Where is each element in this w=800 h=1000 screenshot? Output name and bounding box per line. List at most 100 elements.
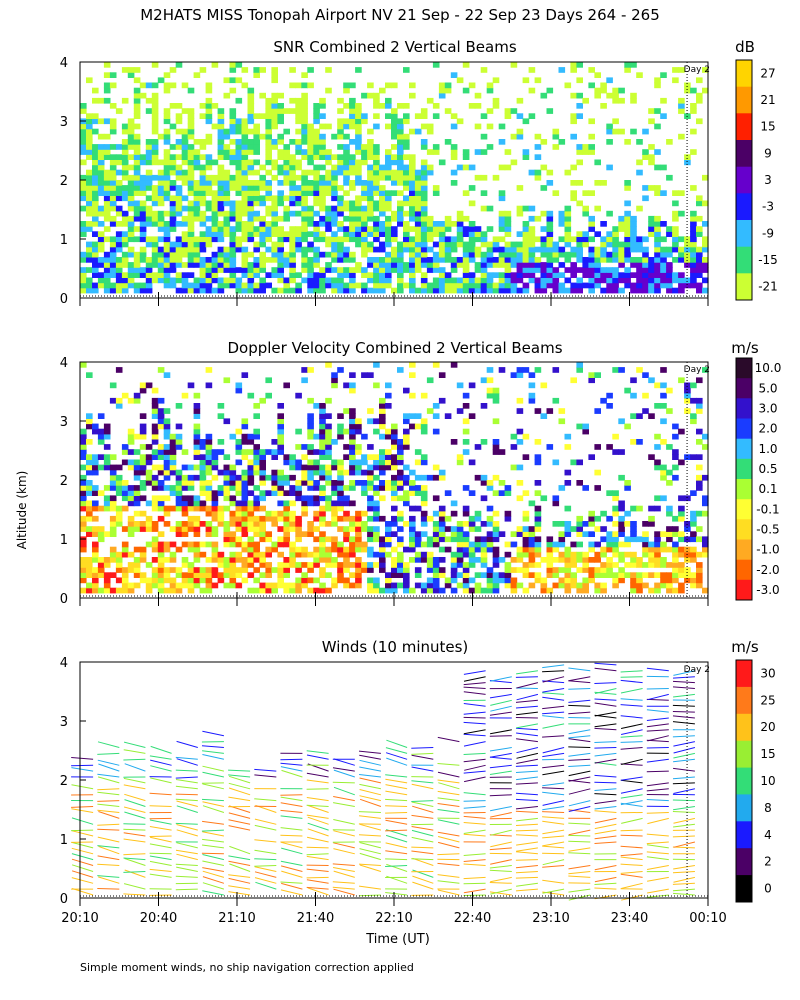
data-cell <box>432 62 440 68</box>
data-cell <box>277 241 284 248</box>
data-cell <box>80 505 87 512</box>
data-cell <box>618 515 625 522</box>
data-cell <box>241 210 249 217</box>
data-cell <box>80 428 87 435</box>
data-cell <box>175 257 183 263</box>
data-cell <box>283 562 290 568</box>
data-cell <box>86 210 93 217</box>
colorbar-segment <box>736 398 752 419</box>
data-cell <box>618 577 625 584</box>
data-cell <box>480 287 488 294</box>
data-cell <box>510 272 518 278</box>
data-cell <box>133 397 141 404</box>
data-cell <box>325 210 332 217</box>
data-cell <box>103 282 111 289</box>
data-cell <box>103 215 111 222</box>
data-cell <box>684 546 691 553</box>
data-cell <box>217 510 225 517</box>
data-cell <box>313 464 320 471</box>
data-cell <box>666 510 673 517</box>
y-tick-label: 1 <box>60 533 68 548</box>
data-cell <box>588 226 595 232</box>
data-cell <box>145 205 153 212</box>
data-cell <box>229 267 237 273</box>
data-cell <box>151 149 159 155</box>
data-cell <box>403 185 410 191</box>
data-cell <box>253 505 260 512</box>
data-cell <box>432 144 440 150</box>
data-cell <box>576 200 583 207</box>
data-cell <box>564 587 572 594</box>
data-cell <box>295 210 302 217</box>
data-cell <box>546 236 554 243</box>
data-cell <box>169 267 177 273</box>
data-cell <box>409 485 416 491</box>
data-cell <box>133 562 141 568</box>
data-cell <box>259 397 266 404</box>
data-cell <box>480 257 488 263</box>
data-cell <box>600 82 607 89</box>
data-cell <box>211 541 219 548</box>
data-cell <box>648 185 655 191</box>
data-cell <box>558 485 566 491</box>
data-cell <box>696 582 703 589</box>
data-cell <box>109 551 117 558</box>
wind-barb <box>542 800 565 806</box>
data-cell <box>397 582 404 589</box>
data-cell <box>373 123 380 130</box>
data-cell <box>552 272 560 278</box>
data-cell <box>355 267 362 273</box>
data-cell <box>702 474 709 481</box>
data-cell <box>696 551 703 558</box>
data-cell <box>349 526 356 532</box>
data-cell <box>289 515 296 522</box>
data-cell <box>576 367 583 373</box>
data-cell <box>349 480 356 486</box>
data-cell <box>420 459 428 466</box>
data-cell <box>157 133 165 140</box>
data-cell <box>420 251 428 258</box>
data-cell <box>564 551 572 558</box>
data-cell <box>241 577 249 584</box>
data-cell <box>414 413 422 419</box>
data-cell <box>367 464 374 471</box>
data-cell <box>420 474 428 481</box>
data-cell <box>223 536 231 543</box>
data-cell <box>397 444 404 450</box>
data-cell <box>420 180 428 186</box>
data-cell <box>163 180 171 186</box>
data-cell <box>229 510 237 517</box>
data-cell <box>654 215 661 222</box>
data-cell <box>528 272 536 278</box>
data-cell <box>432 428 440 435</box>
wind-barb <box>463 792 486 796</box>
data-cell <box>403 439 410 445</box>
data-cell <box>217 190 225 196</box>
wind-barb <box>463 770 486 774</box>
data-cell <box>133 282 141 289</box>
data-cell <box>187 272 195 278</box>
data-cell <box>618 257 625 263</box>
data-cell <box>205 236 213 243</box>
data-cell <box>289 490 296 496</box>
data-cell <box>337 159 344 166</box>
wind-barb <box>489 882 512 884</box>
data-cell <box>115 144 123 150</box>
data-cell <box>145 241 153 248</box>
data-cell <box>289 500 296 507</box>
wind-barb <box>542 888 565 894</box>
data-cell <box>157 454 165 460</box>
data-cell <box>349 108 356 114</box>
data-cell <box>666 246 673 253</box>
data-cell <box>672 231 679 237</box>
data-cell <box>115 267 123 273</box>
data-cell <box>570 180 577 186</box>
data-cell <box>223 582 231 589</box>
data-cell <box>253 262 260 268</box>
data-cell <box>163 221 171 227</box>
colorbar-label: -0.1 <box>756 502 779 516</box>
data-cell <box>391 562 398 568</box>
data-cell <box>223 495 231 502</box>
wind-barb <box>437 841 460 849</box>
data-cell <box>540 267 548 273</box>
